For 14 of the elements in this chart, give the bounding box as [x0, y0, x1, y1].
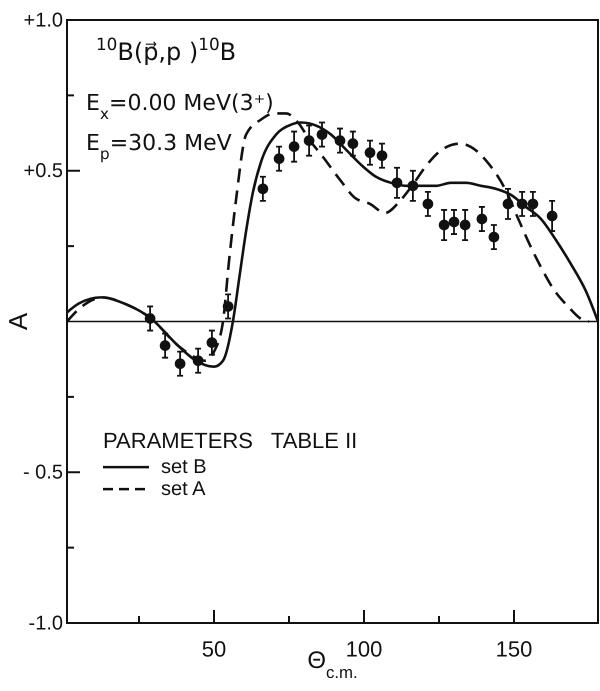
legend-label: set A — [161, 478, 206, 500]
y-axis-title: A — [3, 312, 34, 330]
y-tick-label: -1.0 — [28, 612, 63, 634]
annotation: E$_{p}$=30.3 MeV — [86, 131, 232, 163]
y-tick-label: - 0.5 — [22, 462, 63, 484]
x-tick-label: 100 — [346, 636, 382, 662]
x-tick-label: 150 — [496, 636, 532, 662]
legend-label: set B — [161, 456, 207, 478]
y-tick-label: +0.5 — [24, 160, 63, 182]
annotation: $^{10}$B(p⃗,p )$^{10}$B — [96, 34, 236, 66]
y-tick-label: +1.0 — [24, 9, 63, 32]
legend-title: PARAMETERS TABLE II — [103, 428, 358, 454]
x-tick-label: 50 — [202, 636, 226, 662]
annotation: E$_{x}$=0.00 MeV(3⁺) — [86, 91, 274, 123]
